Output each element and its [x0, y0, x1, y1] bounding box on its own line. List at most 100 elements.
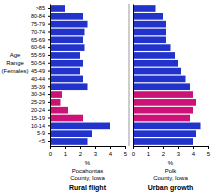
- x-tick-mark: [125, 146, 126, 149]
- x-tick-label: 1: [64, 151, 68, 157]
- bar: [50, 138, 88, 145]
- x-tick-mark: [80, 146, 81, 149]
- y-tick-label: 5-9: [37, 130, 45, 136]
- x-tick: 2: [162, 146, 166, 157]
- x-tick: 0: [132, 146, 136, 157]
- y-tick-mark: [48, 110, 50, 111]
- x-tick-label: 2: [79, 151, 83, 157]
- bar: [133, 68, 181, 75]
- y-axis-title: Age: [10, 52, 21, 58]
- bar: [50, 44, 85, 51]
- y-tick: 40-44: [31, 76, 50, 82]
- y-tick-mark: [48, 31, 50, 32]
- bar: [133, 138, 193, 145]
- y-tick-label: 50-54: [31, 60, 45, 66]
- bar: [50, 5, 65, 12]
- bar: [50, 115, 83, 122]
- panel: 0 1 2 3 4 5% PolkCounty, Iowa Urban growth: [132, 5, 211, 193]
- y-tick: 15-19: [31, 115, 50, 121]
- bar: [50, 52, 80, 59]
- y-tick-mark: [48, 39, 50, 40]
- x-axis-title: %: [85, 160, 91, 166]
- y-tick: 50-54: [31, 60, 50, 66]
- y-tick: 65-69: [31, 37, 50, 43]
- y-tick-mark: [48, 24, 50, 25]
- x-tick: 4: [109, 146, 113, 157]
- chart: 012345<55-910-1415-1920-2425-2930-3435-3…: [0, 0, 220, 194]
- bar: [133, 83, 190, 90]
- x-tick-mark: [208, 146, 209, 149]
- bar: [133, 52, 175, 59]
- y-tick-label: 10-14: [31, 123, 45, 129]
- annotation: County, Iowa: [153, 175, 188, 181]
- bar: [50, 68, 80, 75]
- y-tick-mark: [48, 63, 50, 64]
- annotation: Pocahontas: [72, 168, 104, 174]
- y-tick-label: <5: [39, 138, 45, 144]
- y-axis: [133, 5, 134, 147]
- y-tick-label: 15-19: [31, 115, 45, 121]
- x-axis-line: [51, 146, 126, 147]
- x-tick-label: 4: [192, 151, 196, 157]
- x-tick-label: 0: [49, 151, 53, 157]
- y-tick-mark: [48, 8, 50, 9]
- y-tick: 5-9: [37, 130, 50, 136]
- y-tick-label: 60-64: [31, 44, 45, 50]
- bar: [133, 107, 193, 114]
- bar: [133, 5, 156, 12]
- x-tick-label: 1: [147, 151, 151, 157]
- y-tick-label: 35-39: [31, 83, 45, 89]
- y-tick-mark: [48, 141, 50, 142]
- bar: [50, 107, 68, 114]
- x-tick: 5: [207, 146, 211, 157]
- x-tick-label: 2: [162, 151, 166, 157]
- y-tick: <5: [39, 138, 50, 144]
- x-axis: 0 1 2 3 4 5: [132, 146, 211, 157]
- y-tick: 80-84: [31, 13, 50, 19]
- y-tick: >85: [36, 5, 50, 11]
- y-tick-label: 25-29: [31, 99, 45, 105]
- bar: [133, 13, 163, 20]
- annotation: Polk: [165, 168, 178, 174]
- y-tick: 30-34: [31, 91, 50, 97]
- y-tick-label: 40-44: [31, 76, 45, 82]
- y-tick-mark: [48, 71, 50, 72]
- y-tick: 35-39: [31, 83, 50, 89]
- x-tick: 5: [124, 146, 128, 157]
- x-tick-label: 5: [207, 151, 211, 157]
- x-axis-title: %: [168, 160, 174, 166]
- bar: [50, 91, 62, 98]
- x-tick: 2: [79, 146, 83, 157]
- y-axis-line: [50, 5, 51, 147]
- title: Urban growth: [148, 184, 194, 192]
- y-tick: 25-29: [31, 99, 50, 105]
- y-axis-title: Range: [6, 60, 24, 66]
- y-tick: 60-64: [31, 44, 50, 50]
- x-tick-label: 4: [109, 151, 113, 157]
- divider: [129, 4, 130, 146]
- y-tick-label: 55-59: [31, 52, 45, 58]
- bar: [133, 130, 196, 137]
- y-axis-title: (Females): [1, 68, 28, 74]
- annotation: County, Iowa: [70, 175, 105, 181]
- bar: [50, 21, 88, 28]
- bar: [50, 130, 92, 137]
- x-tick: 3: [177, 146, 181, 157]
- y-tick: 55-59: [31, 52, 50, 58]
- y-tick-label: 75-79: [31, 21, 45, 27]
- title: Rural flight: [69, 184, 107, 192]
- panel: 012345<55-910-1415-1920-2425-2930-3435-3…: [1, 5, 127, 193]
- y-tick-label: 45-49: [31, 68, 45, 74]
- bar: [50, 36, 83, 43]
- x-tick-mark: [95, 146, 96, 149]
- x-tick-mark: [193, 146, 194, 149]
- y-tick-mark: [48, 118, 50, 119]
- y-tick-mark: [48, 102, 50, 103]
- bar: [50, 76, 83, 83]
- bars: [133, 5, 201, 145]
- x-tick: 3: [94, 146, 98, 157]
- bar: [133, 76, 186, 83]
- y-tick-label: 65-69: [31, 37, 45, 43]
- x-axis: 0 1 2 3 4 5: [49, 146, 128, 157]
- x-tick-label: 3: [94, 151, 98, 157]
